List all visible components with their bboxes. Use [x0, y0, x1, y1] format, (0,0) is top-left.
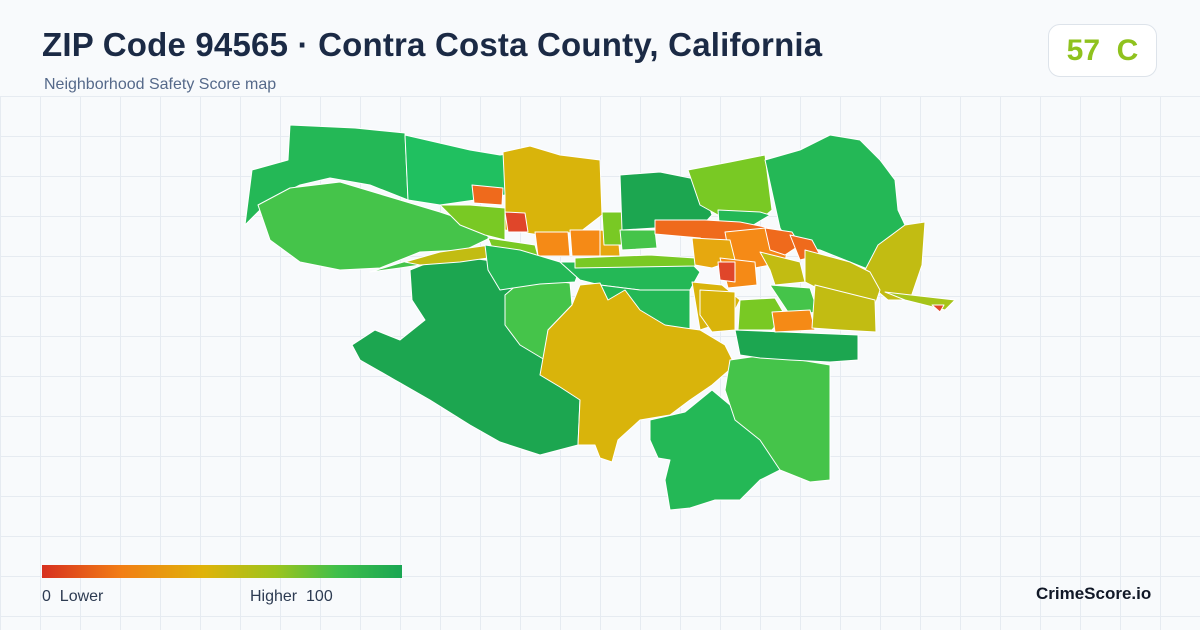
- legend-low-label: 0 Lower: [42, 588, 104, 605]
- legend-gradient-bar: [42, 565, 402, 578]
- tract-south-orange[interactable]: [771, 309, 816, 333]
- tract-west-ridge[interactable]: [257, 181, 491, 271]
- brand-logo-text[interactable]: CrimeScore.io: [1036, 584, 1152, 603]
- tract-downtown-olive-1[interactable]: [759, 251, 806, 286]
- tract-belt-lime[interactable]: [574, 254, 696, 269]
- tract-small-green-a[interactable]: [619, 229, 658, 251]
- tract-northwest-shore[interactable]: [244, 124, 409, 226]
- tract-south-green-1[interactable]: [649, 389, 781, 511]
- score-badge: 57 C: [1048, 24, 1157, 77]
- tract-southeast-olive[interactable]: [811, 284, 877, 333]
- page-subtitle: Neighborhood Safety Score map: [44, 76, 277, 93]
- tract-downtown-red-4[interactable]: [717, 261, 736, 283]
- tract-south-amber[interactable]: [539, 282, 736, 463]
- tract-east-tail-red[interactable]: [931, 304, 945, 313]
- legend-high-label: Higher 100: [250, 588, 333, 605]
- tract-belt-green-1[interactable]: [484, 244, 581, 291]
- tract-center-orange-2[interactable]: [569, 229, 601, 257]
- tract-amber-west-of-center[interactable]: [699, 289, 736, 333]
- page-title: ZIP Code 94565 · Contra Costa County, Ca…: [42, 26, 823, 63]
- tract-lime-1[interactable]: [439, 204, 506, 241]
- tract-east-tail[interactable]: [884, 291, 956, 311]
- tract-center-orange-1[interactable]: [534, 231, 571, 257]
- tract-downtown-red-2[interactable]: [764, 227, 801, 256]
- tract-north-red[interactable]: [471, 184, 504, 206]
- tract-red-small[interactable]: [504, 211, 529, 233]
- header-band: [0, 0, 1200, 96]
- tract-south-strip[interactable]: [734, 329, 859, 363]
